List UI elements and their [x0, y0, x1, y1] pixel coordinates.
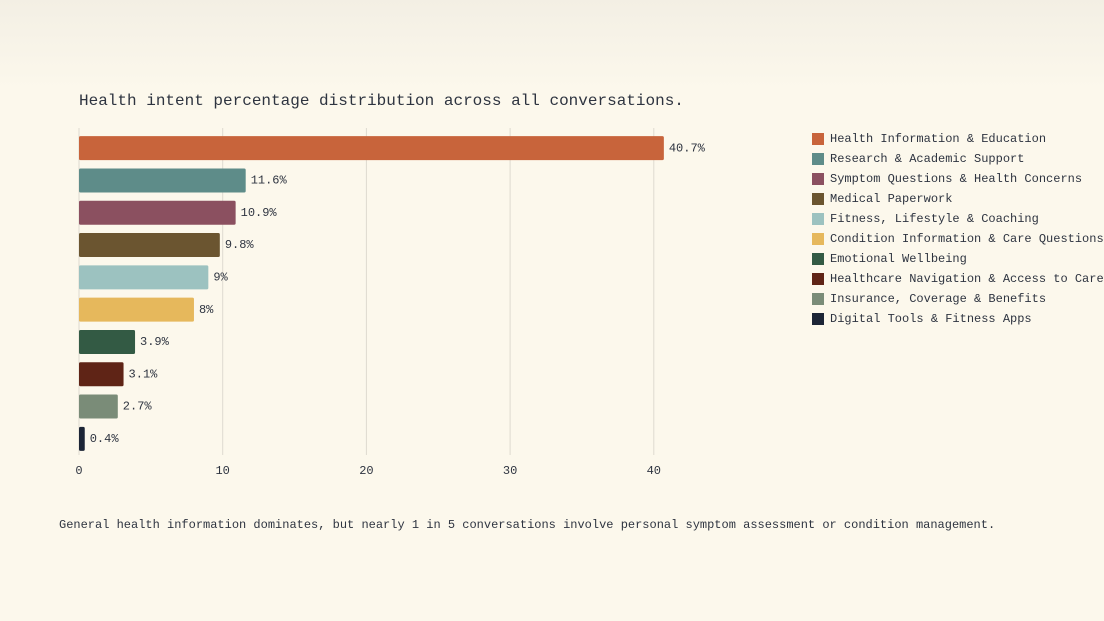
legend-label: Digital Tools & Fitness Apps [830, 312, 1032, 326]
bar [79, 168, 246, 193]
legend-label: Health Information & Education [830, 132, 1046, 146]
legend-label: Condition Information & Care Questions [830, 232, 1104, 246]
value-label: 8% [199, 303, 214, 317]
legend-label: Medical Paperwork [830, 192, 952, 206]
legend-label: Insurance, Coverage & Benefits [830, 292, 1046, 306]
legend-swatch [812, 293, 824, 305]
legend-swatch [812, 133, 824, 145]
legend-label: Research & Academic Support [830, 152, 1024, 166]
value-label: 0.4% [90, 432, 120, 446]
legend-label: Symptom Questions & Health Concerns [830, 172, 1082, 186]
bar [79, 329, 136, 354]
bar [79, 394, 118, 419]
bar [79, 362, 124, 387]
value-label: 11.6% [251, 174, 288, 188]
x-tick-label: 40 [647, 464, 661, 478]
bar [79, 233, 220, 258]
x-tick-label: 30 [503, 464, 517, 478]
chart-title: Health intent percentage distribution ac… [79, 92, 684, 110]
legend-swatch [812, 153, 824, 165]
bar [79, 297, 194, 322]
value-label: 2.7% [123, 400, 153, 414]
legend-swatch [812, 233, 824, 245]
legend-label: Healthcare Navigation & Access to Care [830, 272, 1104, 286]
x-tick-label: 0 [75, 464, 82, 478]
value-label: 9% [213, 271, 228, 285]
legend-swatch [812, 193, 824, 205]
value-label: 3.1% [129, 367, 159, 381]
chart-caption: General health information dominates, bu… [59, 518, 995, 532]
legend-swatch [812, 173, 824, 185]
value-label: 3.9% [140, 335, 170, 349]
legend-swatch [812, 213, 824, 225]
legend-label: Emotional Wellbeing [830, 252, 967, 266]
bar [79, 200, 236, 225]
legend-swatch [812, 273, 824, 285]
value-label: 40.7% [669, 141, 706, 155]
bar [79, 136, 664, 161]
x-tick-label: 10 [215, 464, 229, 478]
value-label: 9.8% [225, 238, 255, 252]
legend-label: Fitness, Lifestyle & Coaching [830, 212, 1039, 226]
legend-swatch [812, 253, 824, 265]
bar [79, 426, 85, 451]
value-label: 10.9% [241, 206, 278, 220]
x-tick-label: 20 [359, 464, 373, 478]
legend-swatch [812, 313, 824, 325]
bar [79, 265, 209, 290]
